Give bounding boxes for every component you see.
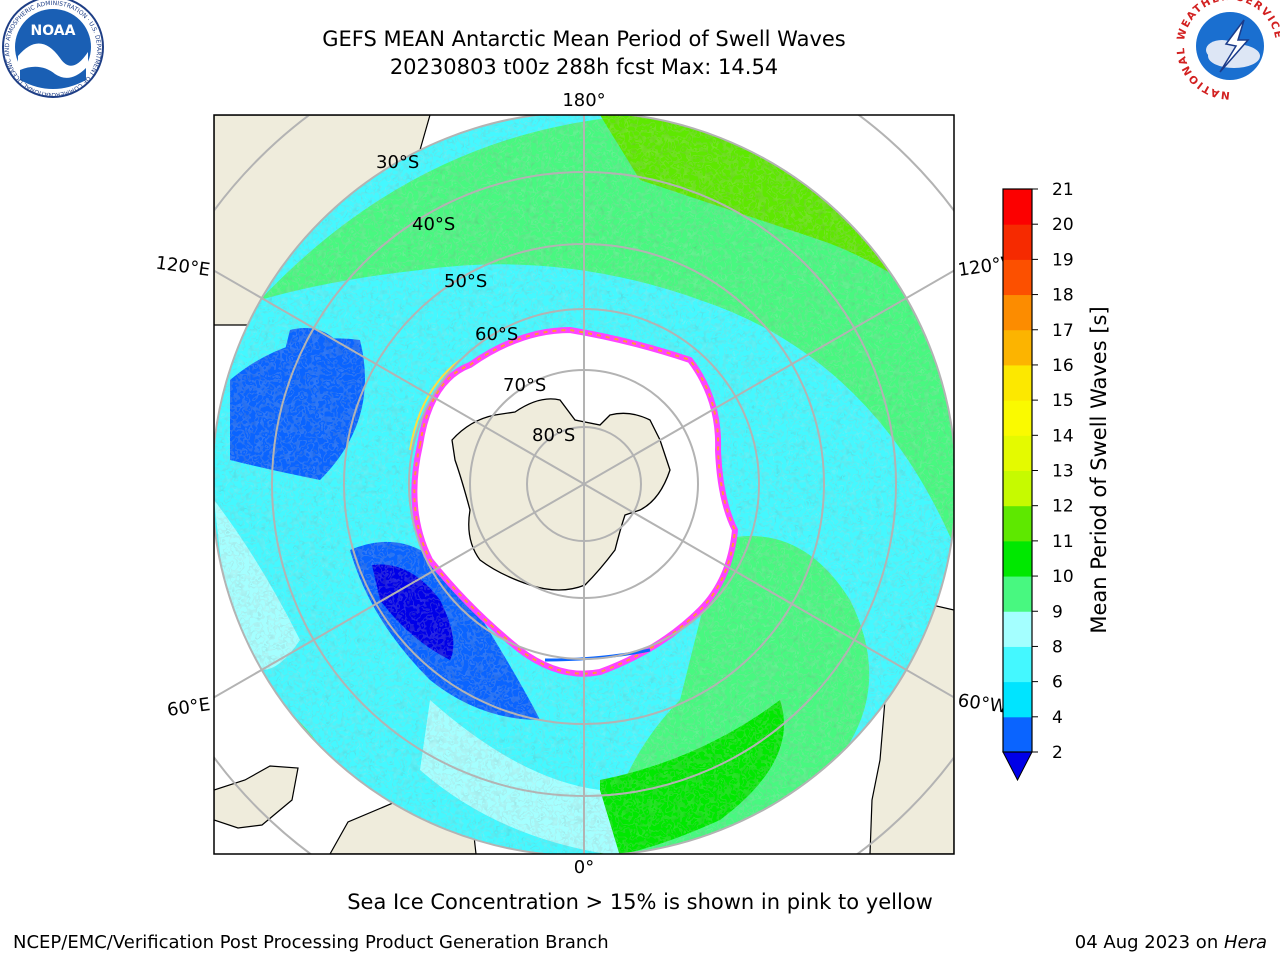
lat-label-70s: 70°S (503, 375, 546, 396)
colorbar-block (1003, 259, 1032, 296)
map-frame (213, 114, 955, 855)
colorbar-block (1003, 505, 1032, 542)
lat-label-40s: 40°S (412, 214, 455, 235)
colorbar-tick-label: 18 (1052, 286, 1074, 306)
logos: NOAA NATIONAL OCEANIC AND ATMOSPHERIC AD… (0, 0, 1280, 101)
lat-label-30s: 30°S (376, 152, 419, 173)
colorbar-tick-label: 13 (1052, 462, 1074, 482)
colorbar-tick-label: 14 (1052, 426, 1074, 446)
chart-subtitle: 20230803 t00z 288h fcst Max: 14.54 (389, 55, 779, 79)
lon-label-0: 0° (574, 857, 594, 878)
colorbar-tick-label: 9 (1052, 602, 1063, 622)
colorbar-block (1003, 681, 1032, 718)
colorbar-ticks: 2 4 6 8 9 10 11 12 13 14 15 16 17 18 19 20 21 (1032, 180, 1074, 763)
colorbar-blocks (1003, 189, 1032, 753)
noaa-logo: NOAA NATIONAL OCEANIC AND ATMOSPHERIC AD… (0, 0, 104, 98)
colorbar-block (1003, 364, 1032, 401)
colorbar-block (1003, 470, 1032, 507)
colorbar-block (1003, 435, 1032, 471)
colorbar-tick-label: 12 (1052, 497, 1074, 517)
colorbar-label: Mean Period of Swell Waves [s] (1087, 306, 1111, 633)
colorbar-tick-label: 4 (1052, 708, 1063, 728)
colorbar-tick-label: 8 (1052, 637, 1063, 657)
colorbar-block (1003, 189, 1032, 225)
colorbar-block (1003, 576, 1032, 612)
colorbar-extend-arrow (1002, 751, 1033, 782)
chart-title: GEFS MEAN Antarctic Mean Period of Swell… (322, 27, 846, 51)
sea-ice-note: Sea Ice Concentration > 15% is shown in … (347, 890, 933, 914)
colorbar-block (1003, 329, 1032, 366)
lat-label-60s: 60°S (475, 324, 518, 345)
colorbar-block (1003, 611, 1032, 647)
colorbar-tick-label: 20 (1052, 215, 1074, 235)
colorbar-block (1003, 224, 1032, 260)
colorbar-block (1003, 540, 1032, 577)
colorbar-block (1003, 716, 1032, 753)
colorbar-tick-label: 6 (1052, 673, 1063, 693)
colorbar-tick-label: 21 (1052, 180, 1074, 200)
colorbar-tick-label: 16 (1052, 356, 1074, 376)
antarctica-land (451, 398, 671, 591)
date-stamp: 04 Aug 2023 on Hera (1075, 932, 1267, 953)
machine-name: Hera (1223, 932, 1267, 953)
colorbar-tick-label: 17 (1052, 321, 1074, 341)
colorbar-block (1003, 646, 1032, 683)
colorbar-tick-label: 15 (1052, 391, 1074, 411)
colorbar-tick-label: 11 (1052, 532, 1074, 552)
lat-label-80s: 80°S (532, 425, 575, 446)
noaa-logo-label: NOAA (31, 23, 76, 39)
colorbar-tick-label: 2 (1052, 743, 1063, 763)
colorbar-block (1003, 294, 1032, 331)
colorbar-block (1003, 400, 1032, 436)
lat-label-50s: 50°S (444, 271, 487, 292)
credit-text: NCEP/EMC/Verification Post Processing Pr… (13, 932, 609, 953)
colorbar-tick-label: 19 (1052, 250, 1074, 270)
colorbar-tick-label: 10 (1052, 567, 1074, 587)
lon-label-180: 180° (562, 90, 605, 111)
date-text: 04 Aug 2023 on (1074, 932, 1224, 953)
